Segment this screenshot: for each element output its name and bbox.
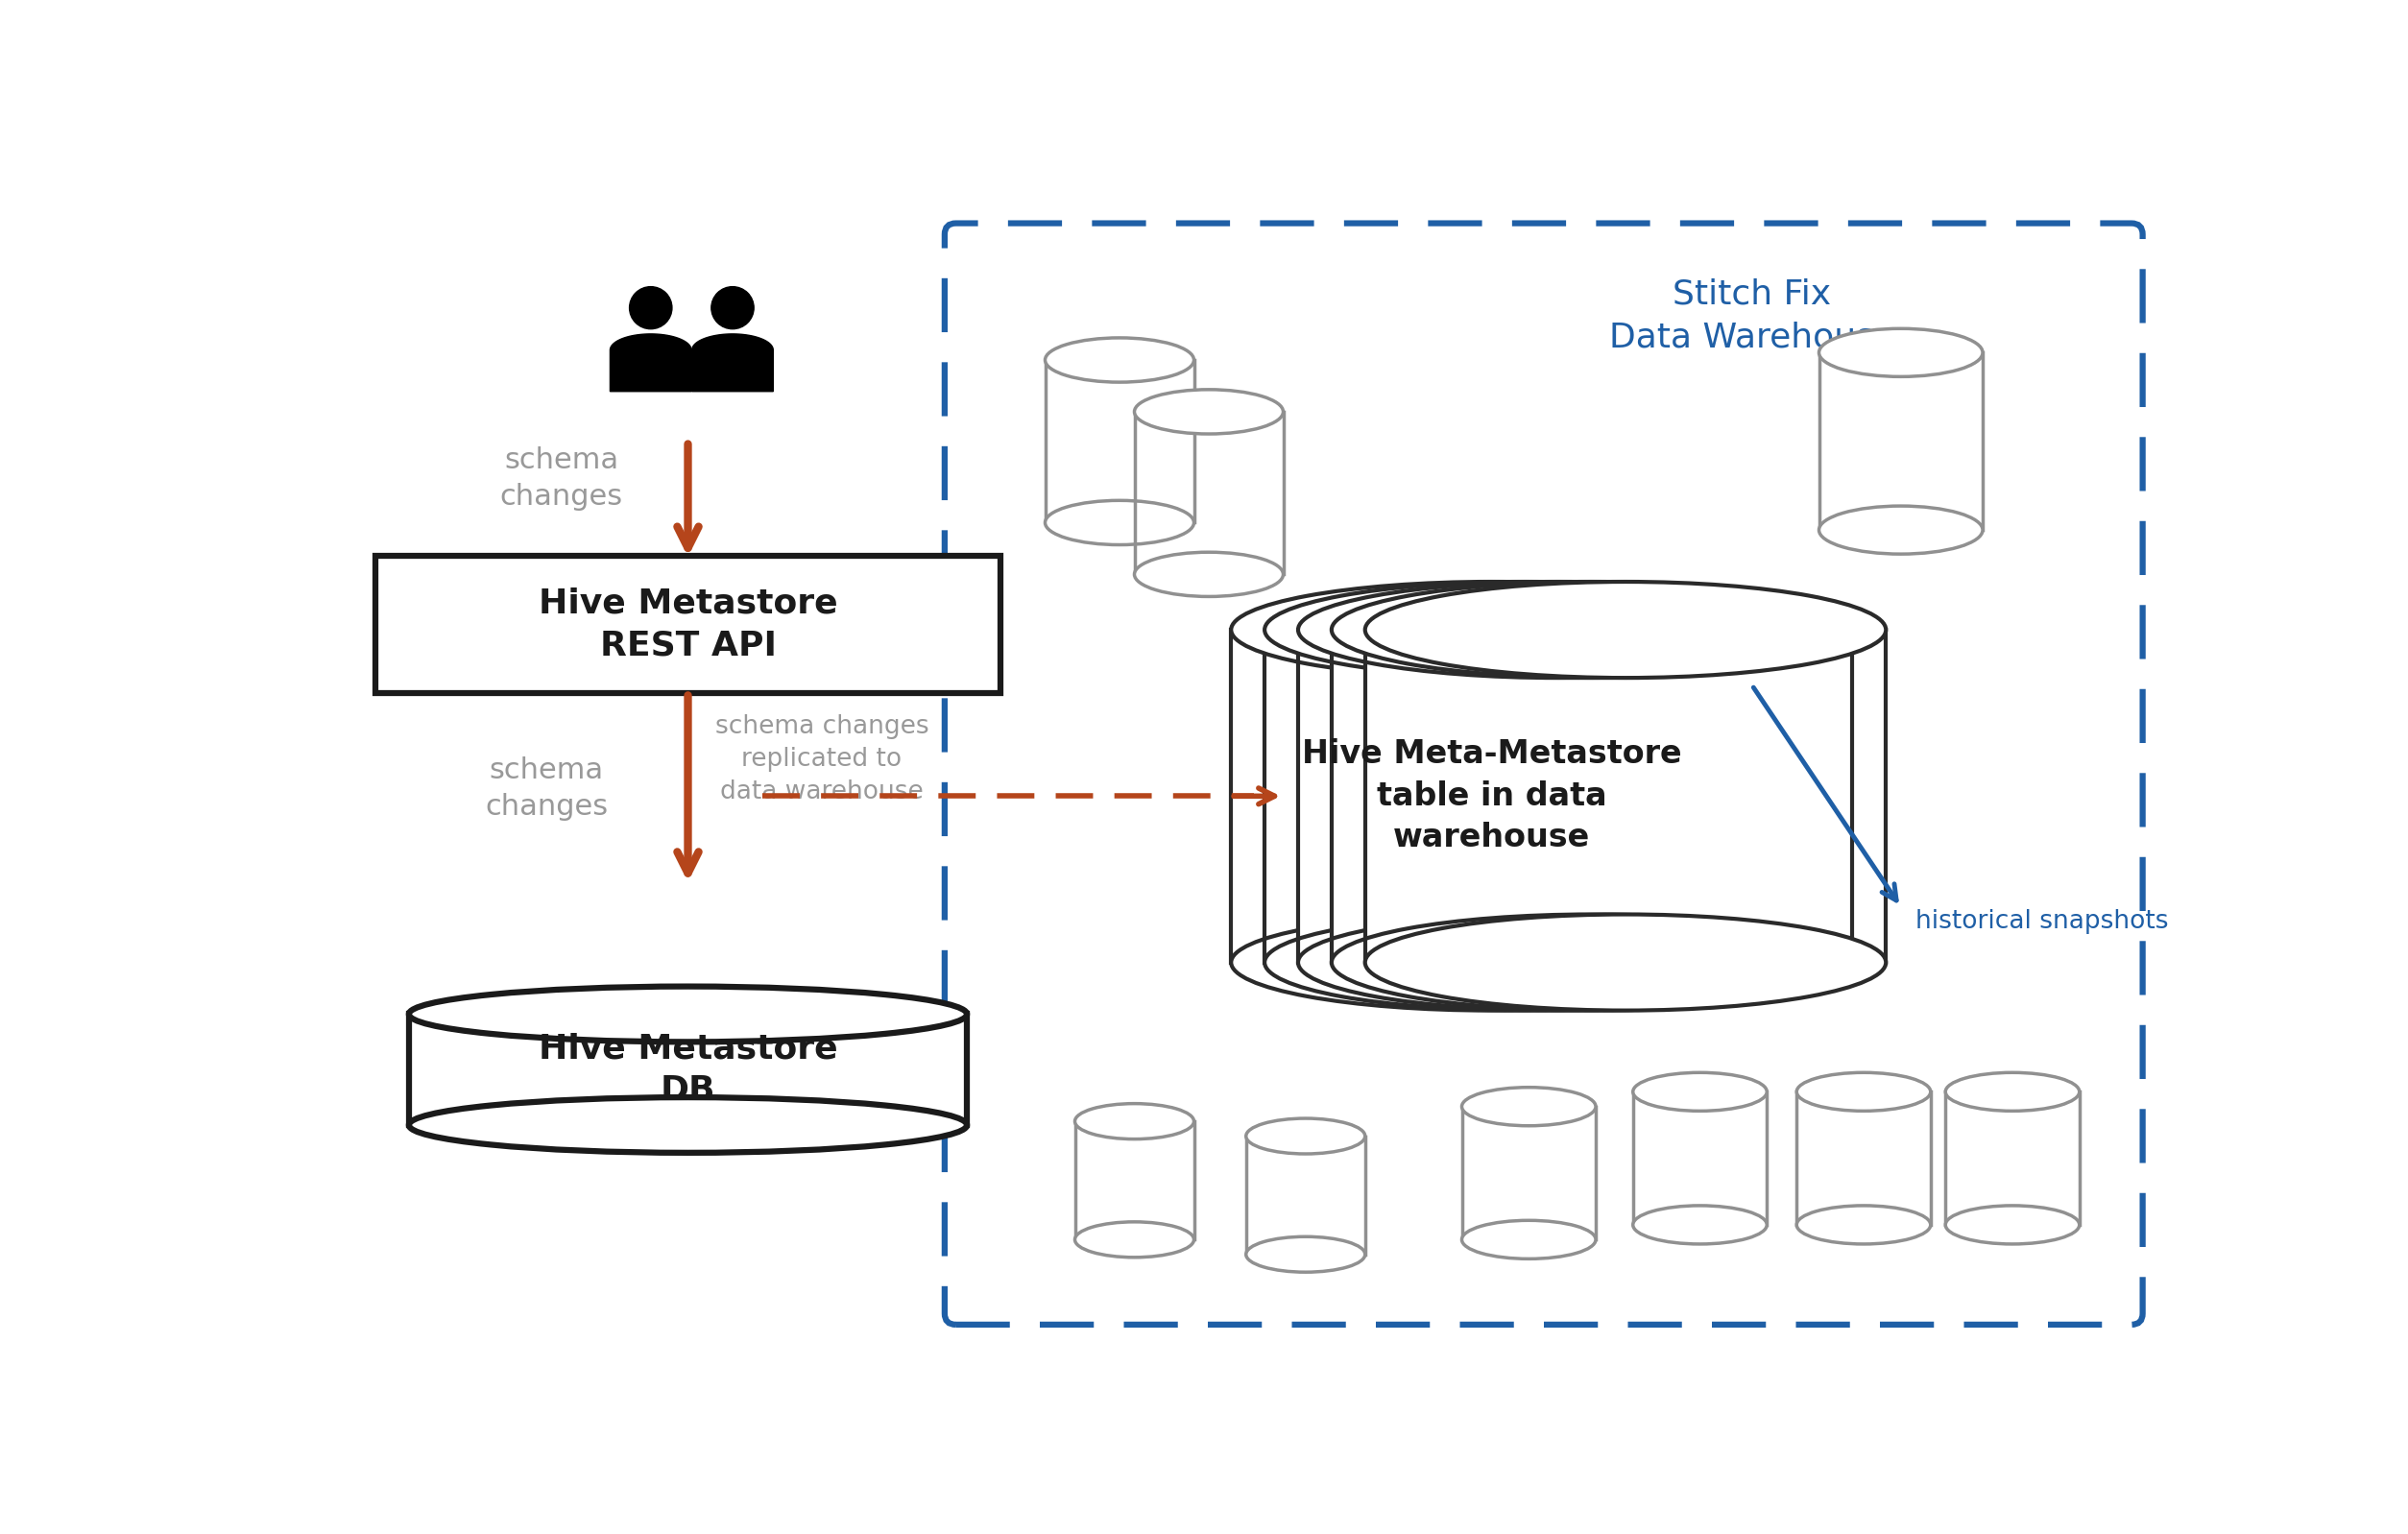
Ellipse shape [1633, 1206, 1767, 1244]
Ellipse shape [1298, 581, 1818, 678]
Ellipse shape [1462, 1221, 1597, 1259]
Bar [1365, 630, 1885, 962]
Ellipse shape [1946, 1072, 2081, 1111]
Text: Hive Metastore
DB: Hive Metastore DB [539, 1032, 838, 1106]
Ellipse shape [1074, 1103, 1194, 1140]
Ellipse shape [1332, 581, 1852, 678]
Polygon shape [691, 334, 773, 391]
Ellipse shape [1264, 581, 1784, 678]
Text: schema
changes: schema changes [484, 756, 609, 821]
Polygon shape [609, 334, 691, 391]
Ellipse shape [1462, 1088, 1597, 1126]
Ellipse shape [1134, 390, 1283, 434]
Circle shape [628, 287, 672, 328]
Bar [1796, 1092, 1931, 1224]
Ellipse shape [1946, 1206, 2081, 1244]
Text: schema
changes: schema changes [501, 446, 624, 511]
Ellipse shape [409, 986, 968, 1042]
Bar [1074, 1121, 1194, 1239]
Bar [1332, 630, 1852, 962]
Ellipse shape [1045, 337, 1194, 382]
Text: historical snapshots: historical snapshots [1917, 910, 2170, 934]
Text: Stitch Fix
Data Warehouse: Stitch Fix Data Warehouse [1609, 278, 1895, 353]
Ellipse shape [1298, 914, 1818, 1011]
Ellipse shape [409, 1097, 968, 1152]
Bar [1264, 630, 1784, 962]
Bar [1045, 360, 1194, 523]
Bar [1462, 1106, 1597, 1239]
Bar [1946, 1092, 2081, 1224]
Ellipse shape [1230, 914, 1753, 1011]
Ellipse shape [1796, 1072, 1931, 1111]
Text: Hive Metastore
REST API: Hive Metastore REST API [539, 588, 838, 661]
Ellipse shape [1365, 914, 1885, 1011]
Ellipse shape [1365, 581, 1885, 678]
Ellipse shape [1074, 1223, 1194, 1258]
Bar [1230, 630, 1753, 962]
Bar [1818, 353, 1982, 531]
Bar [1134, 411, 1283, 574]
Ellipse shape [1796, 1206, 1931, 1244]
Bar [376, 555, 999, 693]
Ellipse shape [1245, 1236, 1365, 1272]
Ellipse shape [1332, 914, 1852, 1011]
Ellipse shape [1818, 506, 1982, 554]
Bar [409, 1014, 968, 1124]
Bar [1298, 630, 1818, 962]
Ellipse shape [1134, 552, 1283, 597]
Text: schema changes
replicated to
data warehouse: schema changes replicated to data wareho… [715, 713, 929, 804]
Ellipse shape [1045, 500, 1194, 545]
Ellipse shape [1245, 1118, 1365, 1154]
Bar [1633, 1092, 1767, 1224]
Bar [1245, 1137, 1365, 1255]
Ellipse shape [1264, 914, 1784, 1011]
Ellipse shape [1633, 1072, 1767, 1111]
Text: Hive Meta-Metastore
table in data
warehouse: Hive Meta-Metastore table in data wareho… [1303, 738, 1681, 853]
Circle shape [710, 287, 754, 328]
Ellipse shape [1818, 328, 1982, 377]
Ellipse shape [1230, 581, 1753, 678]
